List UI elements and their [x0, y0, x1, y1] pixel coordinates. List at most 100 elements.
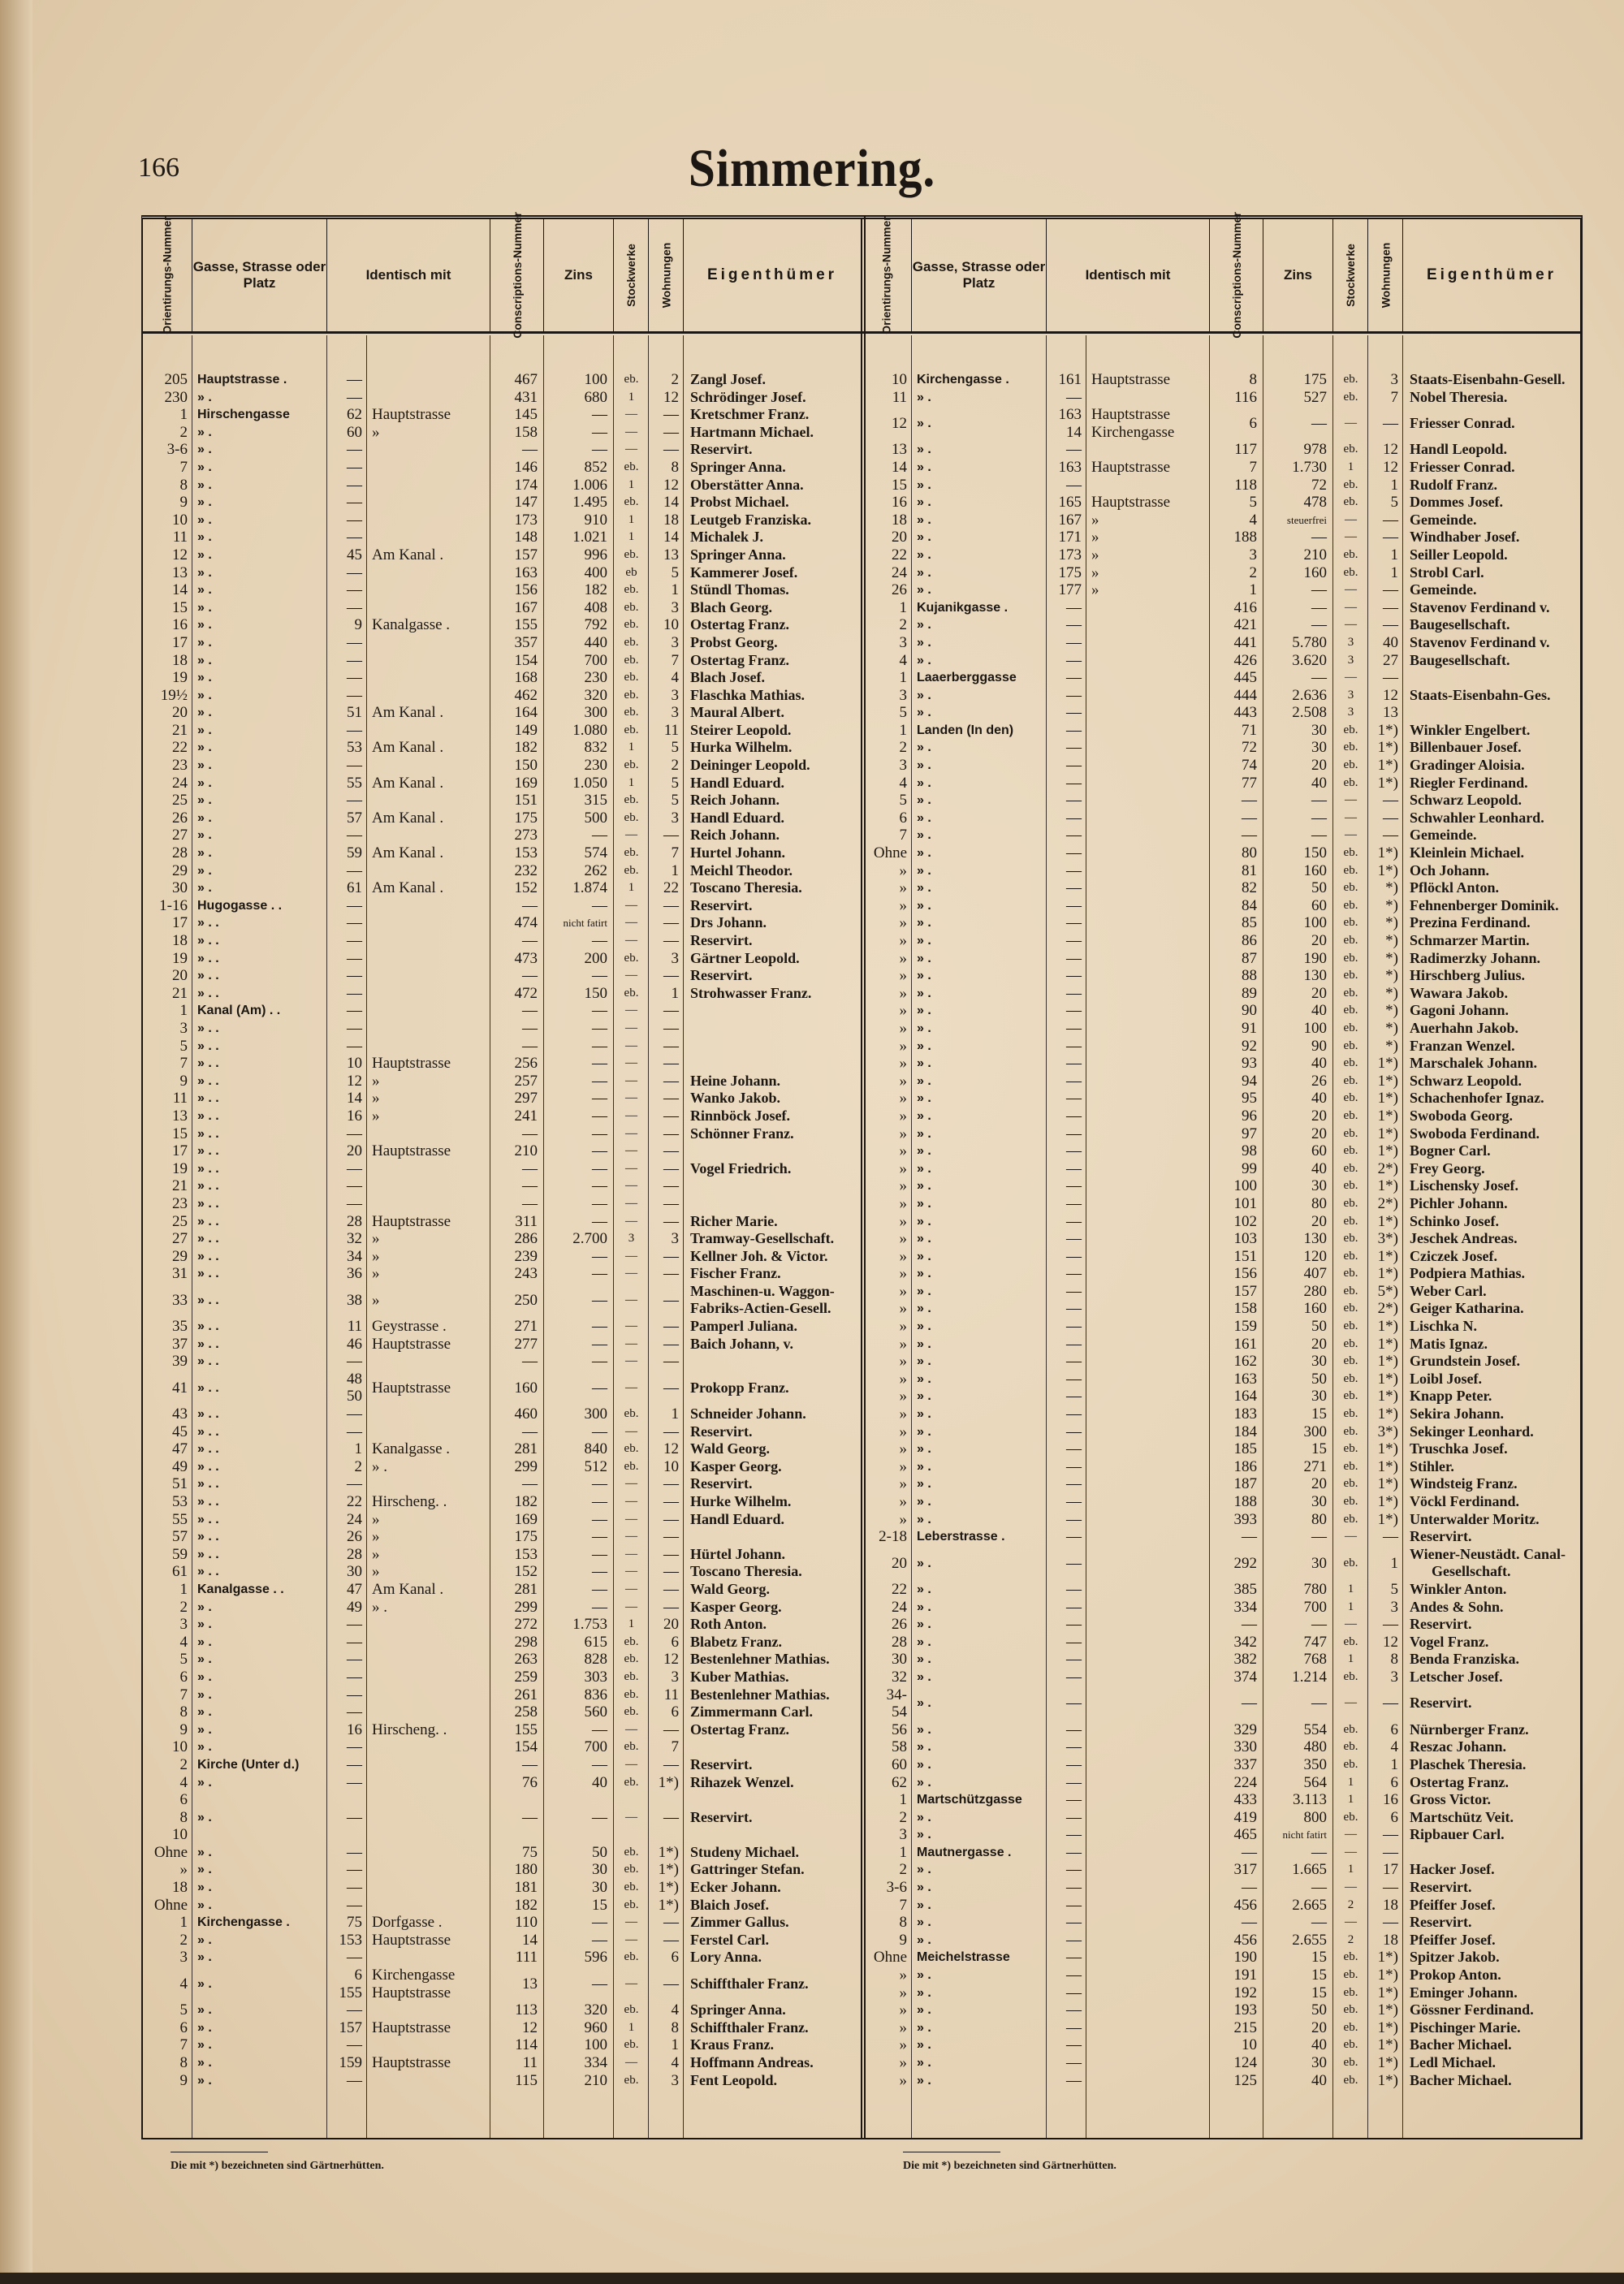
apartments: 4 — [1390, 1738, 1399, 1756]
identical-street — [1086, 1493, 1210, 1511]
identical-street — [1086, 1388, 1210, 1405]
apartments: 10 — [663, 1457, 679, 1475]
identical-street — [1086, 389, 1210, 407]
orientation-number: 1 — [899, 1843, 908, 1861]
conscription-number: 92 — [1242, 1037, 1257, 1055]
owner: Oberstätter Anna. — [690, 476, 804, 493]
rent: 30 — [1311, 1388, 1327, 1405]
orientation-number: 6 8 10 — [172, 1791, 188, 1844]
conscription-number: 441 — [1233, 633, 1258, 651]
floors: 2 — [1347, 1898, 1354, 1911]
floors: — — [625, 1038, 637, 1052]
rent: 1.214 — [1292, 1668, 1327, 1686]
orientation-number: 7 — [899, 1896, 908, 1914]
table-row: 1 Martschützgasse —433 3.113 1 16 Gross Victor… — [862, 1791, 1580, 1809]
apartments: 1*) — [1377, 1984, 1398, 2001]
conscription-number: 118 — [1234, 476, 1257, 494]
orientation-number: » — [899, 1177, 908, 1195]
identical-street: Hauptstrasse — [1091, 494, 1171, 512]
table-row: 13» . —163 400 eb 5 Kammerer Josef. — [143, 564, 861, 582]
identical-number: — — [347, 2001, 362, 2019]
street-name: » . — [917, 688, 931, 702]
street-name: » . — [917, 1091, 931, 1106]
identical-number: — — [1066, 2054, 1082, 2071]
conscription-number: — — [1242, 809, 1257, 827]
rent: — — [1311, 616, 1327, 634]
owner: Leutgeb Franziska. — [690, 511, 812, 528]
floors: eb. — [1343, 2073, 1358, 2087]
orientation-number: » — [899, 1353, 908, 1371]
orientation-number: 49 — [172, 1457, 188, 1475]
identical-street — [1086, 1669, 1210, 1686]
rent: — — [1311, 1616, 1327, 1634]
owner: Zangl Josef. — [690, 371, 767, 387]
orientation-number: 19 — [172, 949, 188, 967]
owner: Billenbauer Josef. — [1410, 739, 1522, 756]
identical-number: — — [1066, 633, 1082, 651]
orientation-number: » — [899, 967, 908, 985]
apartments: 3*) — [1377, 1423, 1398, 1440]
table-row: 6» . —259 303 eb. 3 Kuber Mathias. — [143, 1669, 861, 1686]
floors: — — [625, 1582, 637, 1595]
floors: eb. — [1343, 1091, 1358, 1105]
conscription-number: 3 — [1249, 546, 1258, 563]
owner: Hirschberg Julius. — [1410, 967, 1526, 984]
owner: Reservirt. — [1410, 1528, 1472, 1545]
table-row: 23» . . — — — — — — [143, 1195, 861, 1213]
floors: eb. — [624, 1407, 639, 1421]
orientation-number: 26 — [892, 1616, 907, 1634]
street-name: » . — [917, 1371, 931, 1386]
identical-number: — — [1066, 1072, 1082, 1090]
owner: Toscano Theresia. — [690, 879, 802, 896]
owner — [1403, 1844, 1580, 1862]
table-body: 10 Kirchengasse . 161 Hauptstrasse 8 175 eb. 3 S… — [862, 335, 1580, 2138]
street-name: » . — [917, 1336, 931, 1351]
conscription-number: 311 — [515, 1212, 538, 1230]
conscription-number: 382 — [1233, 1651, 1258, 1669]
apartments: 3 — [671, 949, 680, 967]
identical-street — [1086, 1300, 1210, 1318]
identical-number: 10 — [347, 1055, 362, 1073]
street-name: » . — [197, 443, 212, 457]
table-row: 2» . 153 Hauptstrasse 14— — — Ferstel Carl. — [143, 1932, 861, 1949]
identical-street — [1086, 669, 1210, 687]
floors: — — [625, 934, 637, 947]
orientation-number: Ohne — [153, 1896, 188, 1914]
street-name: » . — [917, 1004, 931, 1018]
owner: Winkler Anton. — [1410, 1580, 1507, 1597]
identical-number: — — [347, 563, 362, 581]
apartments: — — [663, 1545, 679, 1563]
conscription-number: 298 — [514, 1633, 538, 1651]
orientation-number: » — [899, 932, 908, 949]
identical-street: Hauptstrasse — [372, 2054, 451, 2072]
owner: Stavenov Ferdinand v. — [1410, 633, 1550, 650]
apartments: — — [663, 1194, 679, 1212]
orientation-number: 5 — [179, 1651, 188, 1669]
identical-street: » — [1091, 563, 1099, 581]
floors: eb. — [1343, 2038, 1358, 2052]
table-header: Orientirungs-Nummer Gasse, Strasse oder P… — [143, 212, 861, 339]
apartments: 6 — [671, 1703, 680, 1721]
floors: eb. — [1343, 1214, 1358, 1228]
identical-street — [1086, 932, 1210, 950]
table-row: 61» . . 30» 152— — — Toscano Theresia. — [143, 1563, 861, 1581]
table-row: 31» . . 36» 243— — — Fischer Franz. — [143, 1265, 861, 1283]
identical-number: — — [1066, 1125, 1082, 1142]
orientation-number: 8 — [179, 476, 188, 494]
floors: eb. — [1343, 1284, 1358, 1297]
floors: eb. — [1343, 1810, 1358, 1824]
street-name: » . — [197, 600, 212, 615]
identical-street — [367, 1738, 490, 1756]
identical-number: — — [1066, 1265, 1082, 1283]
orientation-number: 19 — [172, 1159, 188, 1177]
table-row: 29» . —232 262 eb. 1 Meichl Theodor. — [143, 862, 861, 880]
apartments: 1 — [1390, 1755, 1399, 1773]
owner: Reservirt. — [690, 967, 753, 984]
identical-street — [1086, 1738, 1210, 1756]
floors: eb. — [624, 951, 639, 965]
rent: 300 — [584, 1405, 608, 1423]
orientation-number: 27 — [172, 1230, 188, 1248]
conscription-number: 124 — [1233, 2054, 1258, 2071]
floors: eb. — [624, 1442, 639, 1456]
street-name: » . — [917, 1810, 931, 1824]
